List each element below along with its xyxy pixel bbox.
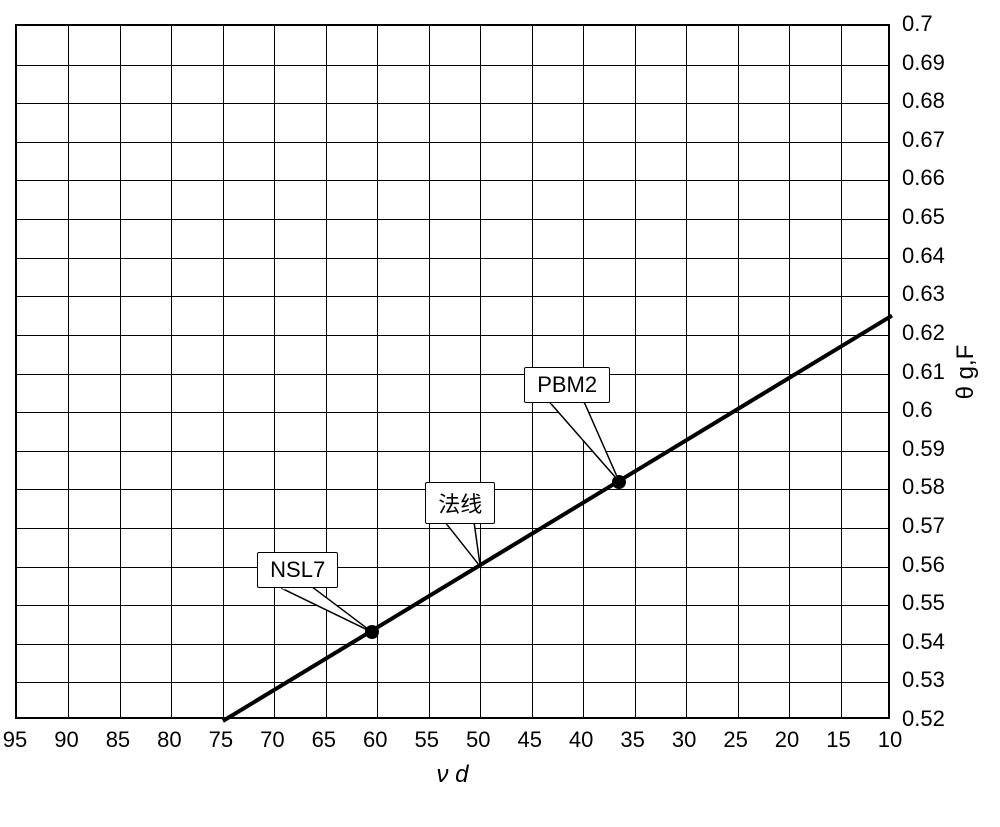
y-tick-label: 0.67 xyxy=(902,127,945,153)
y-tick-label: 0.54 xyxy=(902,629,945,655)
data-point-nsl7 xyxy=(365,625,379,639)
plot-area: NSL7 PBM2 法线 xyxy=(15,24,890,719)
y-tick-label: 0.68 xyxy=(902,88,945,114)
x-tick-label: 15 xyxy=(826,727,850,753)
x-tick-label: 80 xyxy=(157,727,181,753)
x-tick-label: 45 xyxy=(517,727,541,753)
y-tick-label: 0.61 xyxy=(902,359,945,385)
x-tick-label: 40 xyxy=(569,727,593,753)
y-tick-label: 0.7 xyxy=(902,11,933,37)
pbm2-callout: PBM2 xyxy=(524,367,610,403)
x-tick-label: 55 xyxy=(415,727,439,753)
y-tick-label: 0.55 xyxy=(902,590,945,616)
y-tick-label: 0.63 xyxy=(902,281,945,307)
y-tick-label: 0.58 xyxy=(902,474,945,500)
x-tick-label: 90 xyxy=(54,727,78,753)
x-tick-label: 25 xyxy=(723,727,747,753)
y-tick-label: 0.57 xyxy=(902,513,945,539)
x-tick-label: 50 xyxy=(466,727,490,753)
y-tick-label: 0.65 xyxy=(902,204,945,230)
x-tick-label: 85 xyxy=(106,727,130,753)
x-tick-label: 60 xyxy=(363,727,387,753)
x-tick-label: 35 xyxy=(620,727,644,753)
x-tick-label: 10 xyxy=(878,727,902,753)
x-tick-label: 30 xyxy=(672,727,696,753)
y-tick-label: 0.66 xyxy=(902,165,945,191)
y-tick-label: 0.62 xyxy=(902,320,945,346)
normal-line xyxy=(17,26,892,721)
y-tick-label: 0.64 xyxy=(902,243,945,269)
y-axis-label: θ g,F xyxy=(952,344,980,399)
y-tick-label: 0.6 xyxy=(902,397,933,423)
data-point-pbm2 xyxy=(612,475,626,489)
chart-container: NSL7 PBM2 法线 95 90 85 80 75 70 65 60 55 50 45 40 35 30 2… xyxy=(0,0,1000,827)
nsl7-callout: NSL7 xyxy=(257,552,338,588)
y-tick-label: 0.59 xyxy=(902,436,945,462)
x-tick-label: 20 xyxy=(775,727,799,753)
x-tick-label: 95 xyxy=(3,727,27,753)
x-tick-label: 65 xyxy=(312,727,336,753)
normal-line-callout: 法线 xyxy=(425,482,495,524)
y-tick-label: 0.52 xyxy=(902,706,945,732)
x-tick-label: 75 xyxy=(209,727,233,753)
y-tick-label: 0.69 xyxy=(902,50,945,76)
y-tick-label: 0.56 xyxy=(902,552,945,578)
x-axis-label: ν d xyxy=(436,761,468,789)
x-tick-label: 70 xyxy=(260,727,284,753)
y-tick-label: 0.53 xyxy=(902,667,945,693)
